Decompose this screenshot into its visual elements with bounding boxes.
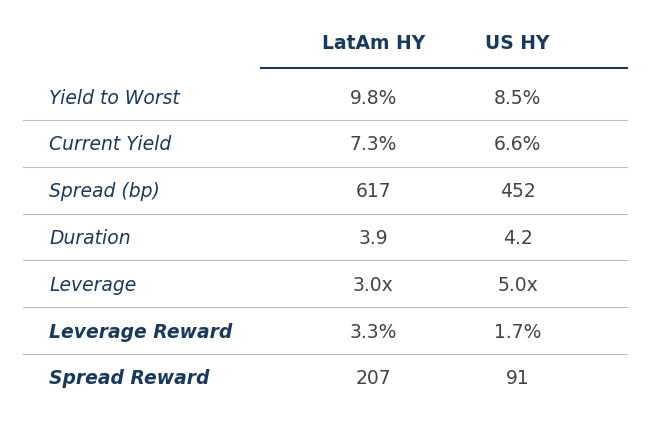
Text: 5.0x: 5.0x [497,276,538,295]
Text: Spread Reward: Spread Reward [49,369,209,389]
Text: 91: 91 [506,369,529,389]
Text: 452: 452 [500,182,536,201]
Text: 617: 617 [356,182,391,201]
Text: 3.0x: 3.0x [353,276,393,295]
Text: 207: 207 [356,369,391,389]
Text: Duration: Duration [49,229,131,248]
Text: 3.3%: 3.3% [350,322,396,342]
Text: US HY: US HY [486,35,550,53]
Text: LatAm HY: LatAm HY [322,35,424,53]
Text: Current Yield: Current Yield [49,135,172,154]
Text: 4.2: 4.2 [502,229,532,248]
Text: 6.6%: 6.6% [494,135,541,154]
Text: Yield to Worst: Yield to Worst [49,89,180,108]
Text: 1.7%: 1.7% [494,322,541,342]
Text: Leverage: Leverage [49,276,136,295]
Text: Spread (bp): Spread (bp) [49,182,160,201]
Text: 3.9: 3.9 [358,229,388,248]
Text: 8.5%: 8.5% [494,89,541,108]
Text: 9.8%: 9.8% [350,89,396,108]
Text: Leverage Reward: Leverage Reward [49,322,232,342]
Text: 7.3%: 7.3% [350,135,396,154]
